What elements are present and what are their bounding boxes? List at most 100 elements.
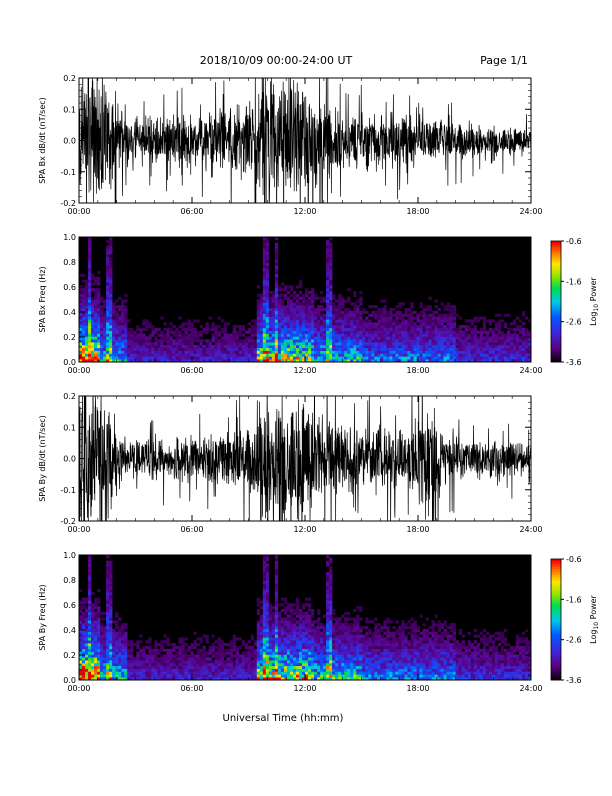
spectrogram-cell [91,609,94,612]
spectrogram-cell [130,671,133,674]
spectrogram-cell [248,336,251,339]
spectrogram-cell [329,674,332,677]
spectrogram-cell [341,615,344,618]
spectrogram-cell [190,351,193,354]
spectrogram-cell [88,297,91,300]
spectrogram-cell [326,646,329,649]
spectrogram-cell [296,311,299,314]
spectrogram-cell [239,666,242,669]
spectrogram-cell [293,308,296,311]
spectrogram-cell [260,632,263,635]
spectrogram-cell [272,322,275,325]
spectrogram-cell [94,291,97,294]
spectrogram-cell [311,609,314,612]
spectrogram-cell [257,305,260,308]
spectrogram-cell [380,328,383,331]
spectrogram-cell [293,603,296,606]
spectrogram-cell [145,356,148,359]
spectrogram-cell [368,351,371,354]
spectrogram-cell [97,635,100,638]
spectrogram-cell [275,257,278,260]
spectrogram-cell [296,660,299,663]
spectrogram-cell [341,305,344,308]
y-tick-label: 0.0 [63,137,76,146]
spectrogram-cell [489,353,492,356]
spectrogram-cell [227,674,230,677]
spectrogram-cell [305,351,308,354]
spectrogram-cell [139,345,142,348]
spectrogram-cell [263,265,266,268]
spectrogram-cell [356,345,359,348]
spectrogram-cell [332,297,335,300]
spectrogram-cell [233,674,236,677]
spectrogram-cell [203,345,206,348]
spectrogram-cell [272,640,275,643]
spectrogram-cell [432,348,435,351]
spectrogram-cell [109,325,112,328]
spectrogram-cell [353,334,356,337]
spectrogram-cell [323,666,326,669]
spectrogram-cell [332,618,335,621]
spectrogram-cell [362,319,365,322]
spectrogram-cell [109,618,112,621]
spectrogram-cell [94,297,97,300]
spectrogram-cell [341,345,344,348]
spectrogram-cell [103,632,106,635]
spectrogram-cell [326,302,329,305]
spectrogram-cell [299,311,302,314]
spectrogram-cell [94,663,97,666]
spectrogram-cell [290,637,293,640]
spectrogram-cell [486,353,489,356]
spectrogram-cell [287,348,290,351]
spectrogram-cell [278,632,281,635]
spectrogram-cell [329,351,332,354]
spectrogram-cell [426,339,429,342]
spectrogram-cell [94,280,97,283]
spectrogram-cell [88,317,91,320]
spectrogram-cell [275,260,278,263]
spectrogram-cell [109,240,112,243]
spectrogram-cell [296,328,299,331]
spectrogram-cell [450,342,453,345]
spectrogram-cell [347,308,350,311]
spectrogram-cell [350,319,353,322]
spectrogram-cell [335,623,338,626]
spectrogram-cell [302,654,305,657]
spectrogram-cell [386,339,389,342]
spectrogram-cell [284,322,287,325]
spectrogram-cell [308,646,311,649]
spectrogram-cell [284,336,287,339]
spectrogram-cell [209,660,212,663]
spectrogram-cell [326,674,329,677]
spectrogram-cell [287,629,290,632]
spectrogram-cell [109,595,112,598]
spectrogram-cell [112,674,115,677]
spectrogram-cell [317,314,320,317]
spectrogram-cell [88,595,91,598]
spectrogram-cell [323,339,326,342]
spectrogram-cell [263,342,266,345]
spectrogram-cell [200,663,203,666]
spectrogram-cell [374,345,377,348]
spectrogram-cell [178,674,181,677]
spectrogram-cell [257,663,260,666]
spectrogram-cell [142,652,145,655]
spectrogram-cell [184,674,187,677]
spectrogram-cell [371,348,374,351]
spectrogram-cell [88,257,91,260]
spectrogram-cell [145,353,148,356]
spectrogram-cell [257,356,260,359]
spectrogram-cell [275,592,278,595]
spectrogram-cell [124,666,127,669]
spectrogram-cell [127,356,130,359]
spectrogram-cell [275,561,278,564]
spectrogram-cell [395,334,398,337]
spectrogram-cell [323,328,326,331]
spectrogram-cell [139,657,142,660]
spectrogram-cell [106,285,109,288]
spectrogram-cell [329,609,332,612]
spectrogram-cell [163,635,166,638]
spectrogram-cell [251,339,254,342]
spectrogram-cell [94,353,97,356]
spectrogram-cell [344,635,347,638]
